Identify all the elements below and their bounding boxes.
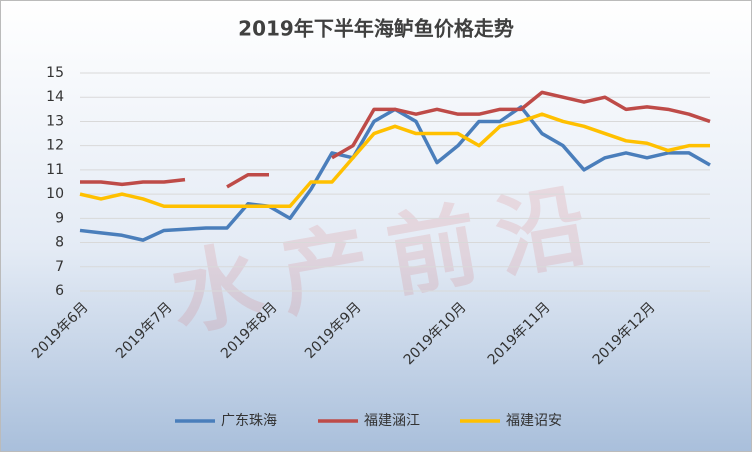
series-line xyxy=(80,90,711,189)
legend-label: 福建诏安 xyxy=(506,413,562,429)
y-tick-label: 10 xyxy=(46,186,64,202)
legend-label: 广东珠海 xyxy=(221,413,277,429)
y-tick-label: 13 xyxy=(46,113,64,129)
y-tick-label: 6 xyxy=(55,283,64,299)
y-tick-label: 15 xyxy=(46,65,64,81)
y-tick-label: 8 xyxy=(55,235,64,251)
y-tick-label: 12 xyxy=(46,138,64,154)
y-tick-label: 14 xyxy=(46,89,64,105)
series-line xyxy=(79,112,710,208)
y-tick-label: 7 xyxy=(55,259,64,275)
legend-label: 福建涵江 xyxy=(364,413,420,429)
y-tick-label: 9 xyxy=(55,210,64,226)
chart-title: 2019年下半年海鲈鱼价格走势 xyxy=(238,17,514,41)
y-tick-label: 11 xyxy=(46,162,64,178)
